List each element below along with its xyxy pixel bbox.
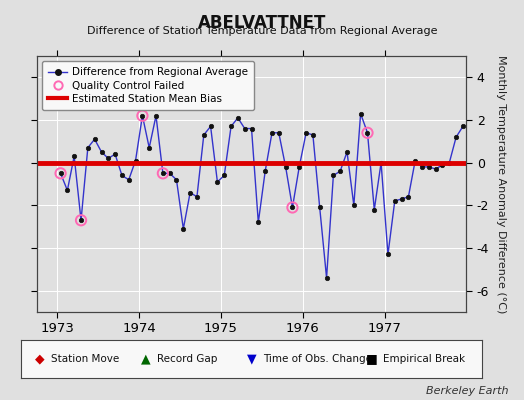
Text: Record Gap: Record Gap — [157, 354, 217, 364]
Point — [138, 112, 147, 119]
Point — [57, 170, 65, 176]
Text: Empirical Break: Empirical Break — [383, 354, 465, 364]
Text: ▲: ▲ — [140, 352, 150, 366]
Point — [288, 204, 297, 211]
Text: ◆: ◆ — [35, 352, 44, 366]
Text: Time of Obs. Change: Time of Obs. Change — [263, 354, 372, 364]
Point — [159, 170, 167, 176]
Text: ▼: ▼ — [247, 352, 256, 366]
Text: ■: ■ — [366, 352, 377, 366]
Point — [77, 217, 85, 224]
Text: Difference of Station Temperature Data from Regional Average: Difference of Station Temperature Data f… — [87, 26, 437, 36]
Point — [363, 130, 372, 136]
Text: Station Move: Station Move — [51, 354, 119, 364]
Legend: Difference from Regional Average, Quality Control Failed, Estimated Station Mean: Difference from Regional Average, Qualit… — [42, 61, 254, 110]
Y-axis label: Monthly Temperature Anomaly Difference (°C): Monthly Temperature Anomaly Difference (… — [496, 55, 506, 313]
Text: ABELVATTNET: ABELVATTNET — [198, 14, 326, 32]
Text: Berkeley Earth: Berkeley Earth — [426, 386, 508, 396]
